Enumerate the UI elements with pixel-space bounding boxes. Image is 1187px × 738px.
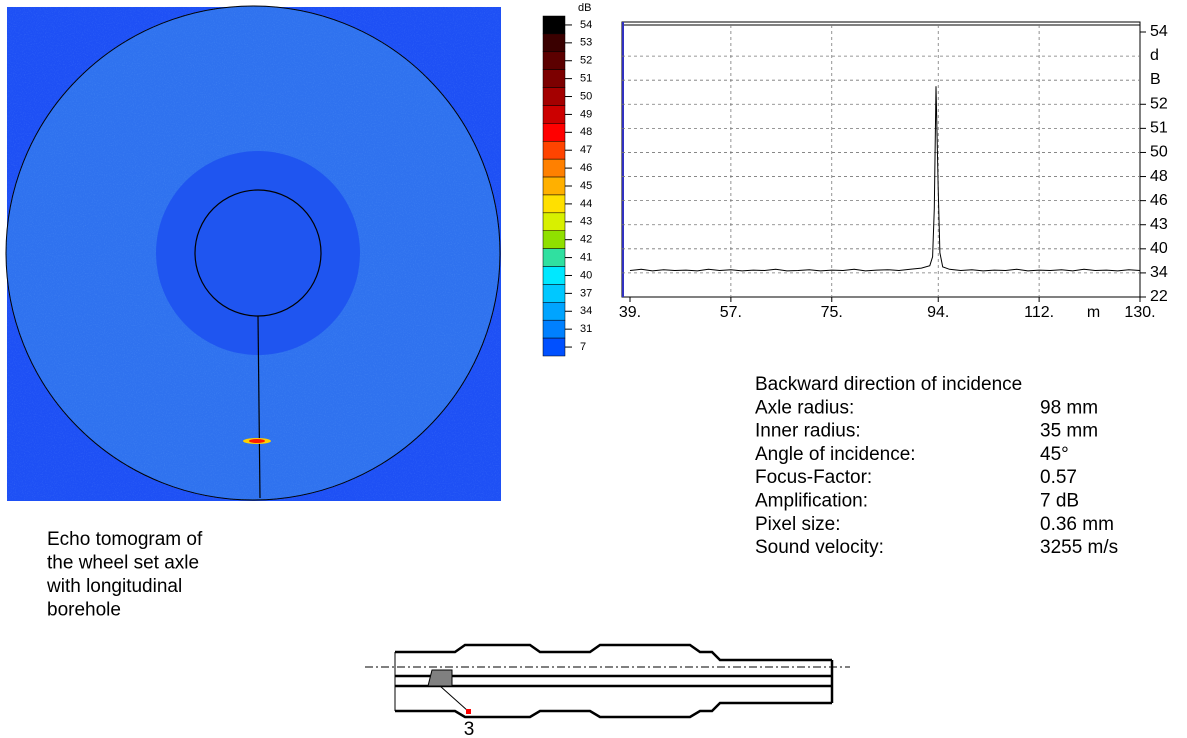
x-tick-label: 130. xyxy=(1124,304,1155,321)
colorbar-label: 31 xyxy=(580,323,592,335)
colorbar-label: 44 xyxy=(580,198,592,210)
y-tick-label: 43 xyxy=(1150,216,1168,233)
colorbar-label: 43 xyxy=(580,216,592,228)
colorbar-label: 48 xyxy=(580,126,592,138)
parameter-name: Sound velocity: xyxy=(755,537,884,558)
color-swatch xyxy=(543,320,565,338)
color-swatch xyxy=(543,302,565,320)
color-swatch xyxy=(543,141,565,159)
colorbar-label: 7 xyxy=(580,341,586,353)
page: { "colorbar": { "unit": "dB", "levels": … xyxy=(0,0,1187,738)
parameter-value: 98 mm xyxy=(1040,397,1098,418)
parameter-name: Angle of incidence: xyxy=(755,444,916,465)
x-tick-label: 112. xyxy=(1024,304,1054,321)
x-tick-label: 94. xyxy=(927,304,949,321)
diagram-label: 3 xyxy=(464,719,475,738)
color-swatch xyxy=(543,70,565,88)
colorbar-label: 46 xyxy=(580,162,592,174)
colorbar-unit: dB xyxy=(578,2,591,14)
colorbar-label: 50 xyxy=(580,90,592,102)
figure: dB 5453525150494847464544434241403734317… xyxy=(0,0,1187,738)
color-swatch xyxy=(543,88,565,106)
parameter-name: Axle radius: xyxy=(755,397,854,418)
color-swatch xyxy=(543,177,565,195)
echo-core xyxy=(249,439,265,443)
colorbar-label: 45 xyxy=(580,180,592,192)
defect xyxy=(466,709,471,714)
parameter-value: 0.57 xyxy=(1040,467,1077,488)
colorbar-label: 40 xyxy=(580,269,592,281)
caption-line: with longitudinal xyxy=(46,576,182,597)
color-swatch xyxy=(543,249,565,267)
colorbar: dB 54 53 52 51 50 49 48 47 46 45 44 43 42 41 40 37 34 31 7 xyxy=(543,2,592,356)
color-swatch xyxy=(543,213,565,231)
tomogram xyxy=(6,6,501,501)
caption-line: borehole xyxy=(47,600,121,621)
colorbar-label: 53 xyxy=(580,37,592,49)
parameters-title: Backward direction of incidence xyxy=(755,374,1022,395)
y-tick-label: 22 xyxy=(1150,288,1168,305)
color-swatch xyxy=(543,267,565,285)
y-tick-label: 40 xyxy=(1150,240,1168,257)
y-tick-label: 50 xyxy=(1150,144,1168,161)
parameter-value: 35 mm xyxy=(1040,421,1098,442)
color-swatch xyxy=(543,123,565,141)
axle-diagram: 3 xyxy=(365,645,850,738)
parameter-value: 45° xyxy=(1040,444,1069,465)
color-swatch xyxy=(543,231,565,249)
y-tick-label: 54 xyxy=(1150,23,1168,40)
color-swatch xyxy=(543,195,565,213)
color-swatch xyxy=(543,159,565,177)
colorbar-label: 51 xyxy=(580,73,592,85)
y-tick-label: 51 xyxy=(1150,120,1168,137)
beam xyxy=(440,686,468,711)
color-swatch xyxy=(543,105,565,123)
parameter-value: 7 dB xyxy=(1040,491,1079,512)
colorbar-label: 52 xyxy=(580,55,592,67)
color-swatch xyxy=(543,52,565,70)
colorbar-label: 49 xyxy=(580,108,592,120)
x-tick-label: 39. xyxy=(619,304,641,321)
parameters: Backward direction of incidence Axle rad… xyxy=(755,374,1118,558)
parameter-value: 0.36 mm xyxy=(1040,514,1114,535)
x-tick-label: 57. xyxy=(720,304,742,321)
parameter-name: Inner radius: xyxy=(755,421,861,442)
plot-frame xyxy=(622,22,1140,297)
x-axis-label: m xyxy=(1087,304,1100,321)
color-swatch xyxy=(543,34,565,52)
probe xyxy=(428,670,452,686)
colorbar-label: 34 xyxy=(580,305,592,317)
parameter-value: 3255 m/s xyxy=(1040,537,1118,558)
y-tick-label: 52 xyxy=(1150,95,1168,112)
color-swatch xyxy=(543,338,565,356)
caption-line: the wheel set axle xyxy=(47,553,199,574)
y-tick-label: 34 xyxy=(1150,264,1168,281)
outer-contour-top xyxy=(395,645,832,660)
color-swatch xyxy=(543,16,565,34)
caption-line: Echo tomogram of xyxy=(47,529,203,550)
color-swatch xyxy=(543,284,565,302)
colorbar-label: 54 xyxy=(580,19,592,31)
colorbar-label: 41 xyxy=(580,251,592,263)
parameter-name: Pixel size: xyxy=(755,514,841,535)
outer-contour-bottom xyxy=(395,703,832,717)
y-tick-label: 48 xyxy=(1150,168,1168,185)
y-tick-label: 46 xyxy=(1150,192,1168,209)
x-tick-label: 75. xyxy=(821,304,843,321)
colorbar-label: 42 xyxy=(580,234,592,246)
parameter-name: Amplification: xyxy=(755,491,868,512)
colorbar-label: 37 xyxy=(580,287,592,299)
parameter-name: Focus-Factor: xyxy=(755,467,872,488)
colorbar-label: 47 xyxy=(580,144,592,156)
